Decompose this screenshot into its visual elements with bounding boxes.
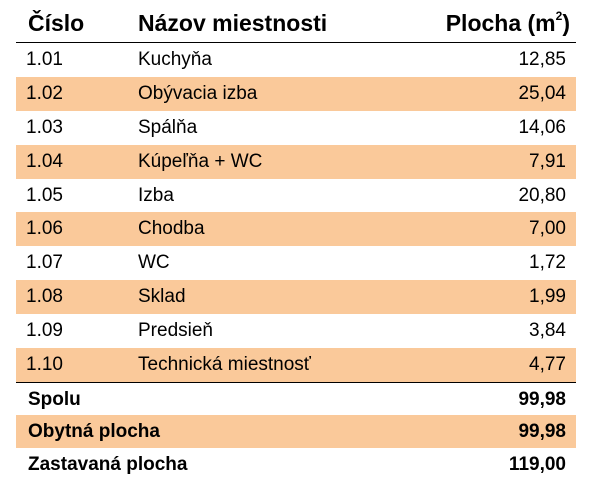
column-header-room-name: Názov miestnosti (138, 10, 328, 36)
room-number: 1.02 (26, 82, 63, 104)
table-row: 1.01 Kuchyňa 12,85 (16, 43, 576, 77)
room-name: Technická miestnosť (138, 354, 311, 376)
area-header-superscript: 2 (555, 9, 563, 24)
table-row: 1.08 Sklad 1,99 (16, 280, 576, 315)
room-number: 1.08 (26, 286, 63, 308)
table-row: 1.03 Spálňa 14,06 (16, 111, 576, 145)
room-area: 1,72 (529, 252, 566, 274)
table-row: 1.04 Kúpeľňa + WC 7,91 (16, 144, 576, 179)
room-number: 1.06 (26, 218, 63, 240)
summary-value: 99,98 (518, 388, 566, 410)
room-area: 7,00 (529, 218, 566, 240)
room-number: 1.03 (26, 116, 63, 138)
table-row: 1.07 WC 1,72 (16, 246, 576, 280)
summary-value: 119,00 (508, 453, 566, 475)
room-area: 7,91 (529, 150, 566, 172)
room-area: 20,80 (518, 184, 566, 206)
summary-label: Zastavaná plocha (28, 453, 188, 475)
room-area: 14,06 (518, 116, 566, 138)
room-number: 1.09 (26, 320, 63, 342)
room-number: 1.01 (26, 49, 63, 70)
room-name: WC (138, 252, 170, 274)
summary-label: Spolu (28, 388, 81, 410)
table-row: 1.05 Izba 20,80 (16, 179, 576, 213)
room-name: Predsieň (138, 320, 213, 342)
room-area: 4,77 (529, 354, 566, 376)
summary-label: Obytná plocha (28, 421, 160, 443)
room-number: 1.05 (26, 184, 63, 206)
room-name: Chodba (138, 218, 205, 240)
room-name: Izba (138, 184, 174, 206)
room-name: Sklad (138, 286, 186, 308)
table-row: 1.10 Technická miestnosť 4,77 (16, 348, 576, 382)
table-row: 1.09 Predsieň 3,84 (16, 314, 576, 348)
summary-row-built-up-area: Zastavaná plocha 119,00 (16, 448, 576, 481)
room-name: Kúpeľňa + WC (138, 150, 263, 172)
area-header-text: Plocha (m (445, 10, 556, 36)
room-number: 1.07 (26, 252, 63, 274)
area-header-closing: ) (562, 10, 570, 36)
room-number: 1.10 (26, 354, 63, 376)
room-area: 3,84 (529, 320, 566, 342)
summary-value: 99,98 (518, 421, 566, 443)
room-area: 12,85 (518, 49, 566, 70)
room-area: 1,99 (529, 286, 566, 308)
room-area: 25,04 (518, 82, 566, 104)
table-row: 1.06 Chodba 7,00 (16, 212, 576, 247)
room-number: 1.04 (26, 150, 63, 172)
table-header: Číslo Názov miestnosti Plocha (m2) (16, 0, 576, 43)
table-row: 1.02 Obývacia izba 25,04 (16, 76, 576, 111)
room-name: Spálňa (138, 116, 198, 138)
summary-divider (16, 381, 576, 383)
room-name: Kuchyňa (138, 49, 212, 70)
column-header-area: Plocha (m2) (446, 0, 570, 46)
column-header-number: Číslo (28, 10, 85, 36)
summary-row-living-area: Obytná plocha 99,98 (16, 415, 576, 448)
room-area-table: Číslo Názov miestnosti Plocha (m2) 1.01 … (16, 0, 576, 480)
room-name: Obývacia izba (138, 82, 258, 104)
summary-row-total: Spolu 99,98 (16, 383, 576, 416)
